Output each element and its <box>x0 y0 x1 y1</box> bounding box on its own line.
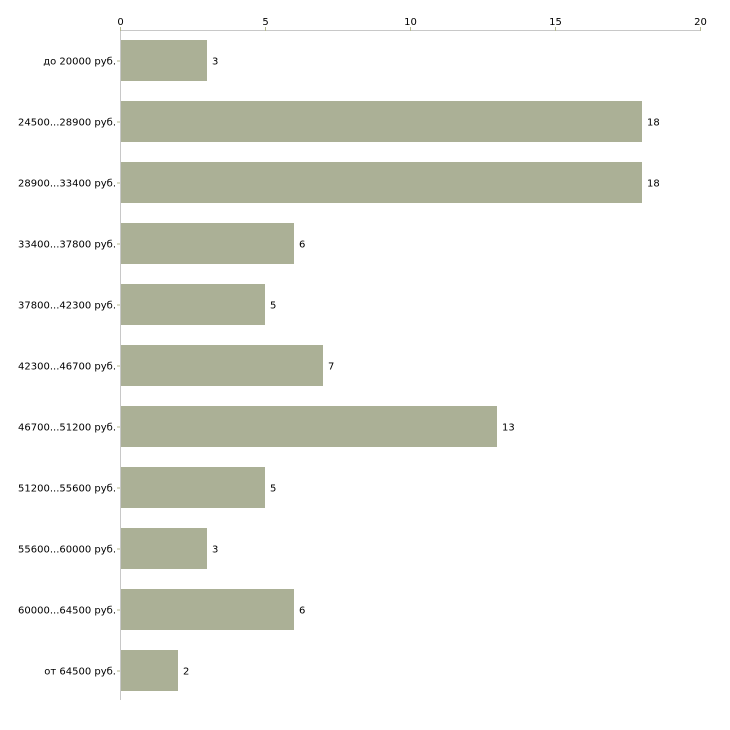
bar <box>121 650 178 691</box>
category-label: до 20000 руб. <box>43 57 116 68</box>
bar <box>121 162 642 203</box>
category-label: 24500...28900 руб. <box>18 118 116 129</box>
bar <box>121 223 294 264</box>
data-label: 13 <box>502 423 515 434</box>
category-label: от 64500 руб. <box>44 667 116 678</box>
x-tick-label: 20 <box>694 17 707 28</box>
bar <box>121 101 642 142</box>
data-label: 5 <box>270 301 276 312</box>
data-label: 7 <box>328 362 334 373</box>
category-label: 51200...55600 руб. <box>18 484 116 495</box>
data-label: 6 <box>299 240 305 251</box>
category-label: 28900...33400 руб. <box>18 179 116 190</box>
data-label: 3 <box>212 57 218 68</box>
bar <box>121 406 497 447</box>
data-label: 6 <box>299 606 305 617</box>
x-tick-label: 15 <box>549 17 562 28</box>
data-label: 5 <box>270 484 276 495</box>
category-label: 46700...51200 руб. <box>18 423 116 434</box>
category-label: 37800...42300 руб. <box>18 301 116 312</box>
x-tick-label: 5 <box>262 17 268 28</box>
category-label: 42300...46700 руб. <box>18 362 116 373</box>
bar <box>121 284 265 325</box>
bar <box>121 589 294 630</box>
x-tick-label: 10 <box>404 17 417 28</box>
data-label: 18 <box>647 179 660 190</box>
category-label: 33400...37800 руб. <box>18 240 116 251</box>
category-label: 60000...64500 руб. <box>18 606 116 617</box>
data-label: 3 <box>212 545 218 556</box>
x-tick-label: 0 <box>117 17 123 28</box>
bar <box>121 528 207 569</box>
bar <box>121 40 207 81</box>
bar <box>121 467 265 508</box>
data-label: 18 <box>647 118 660 129</box>
category-label: 55600...60000 руб. <box>18 545 116 556</box>
data-label: 2 <box>183 667 189 678</box>
bar <box>121 345 323 386</box>
